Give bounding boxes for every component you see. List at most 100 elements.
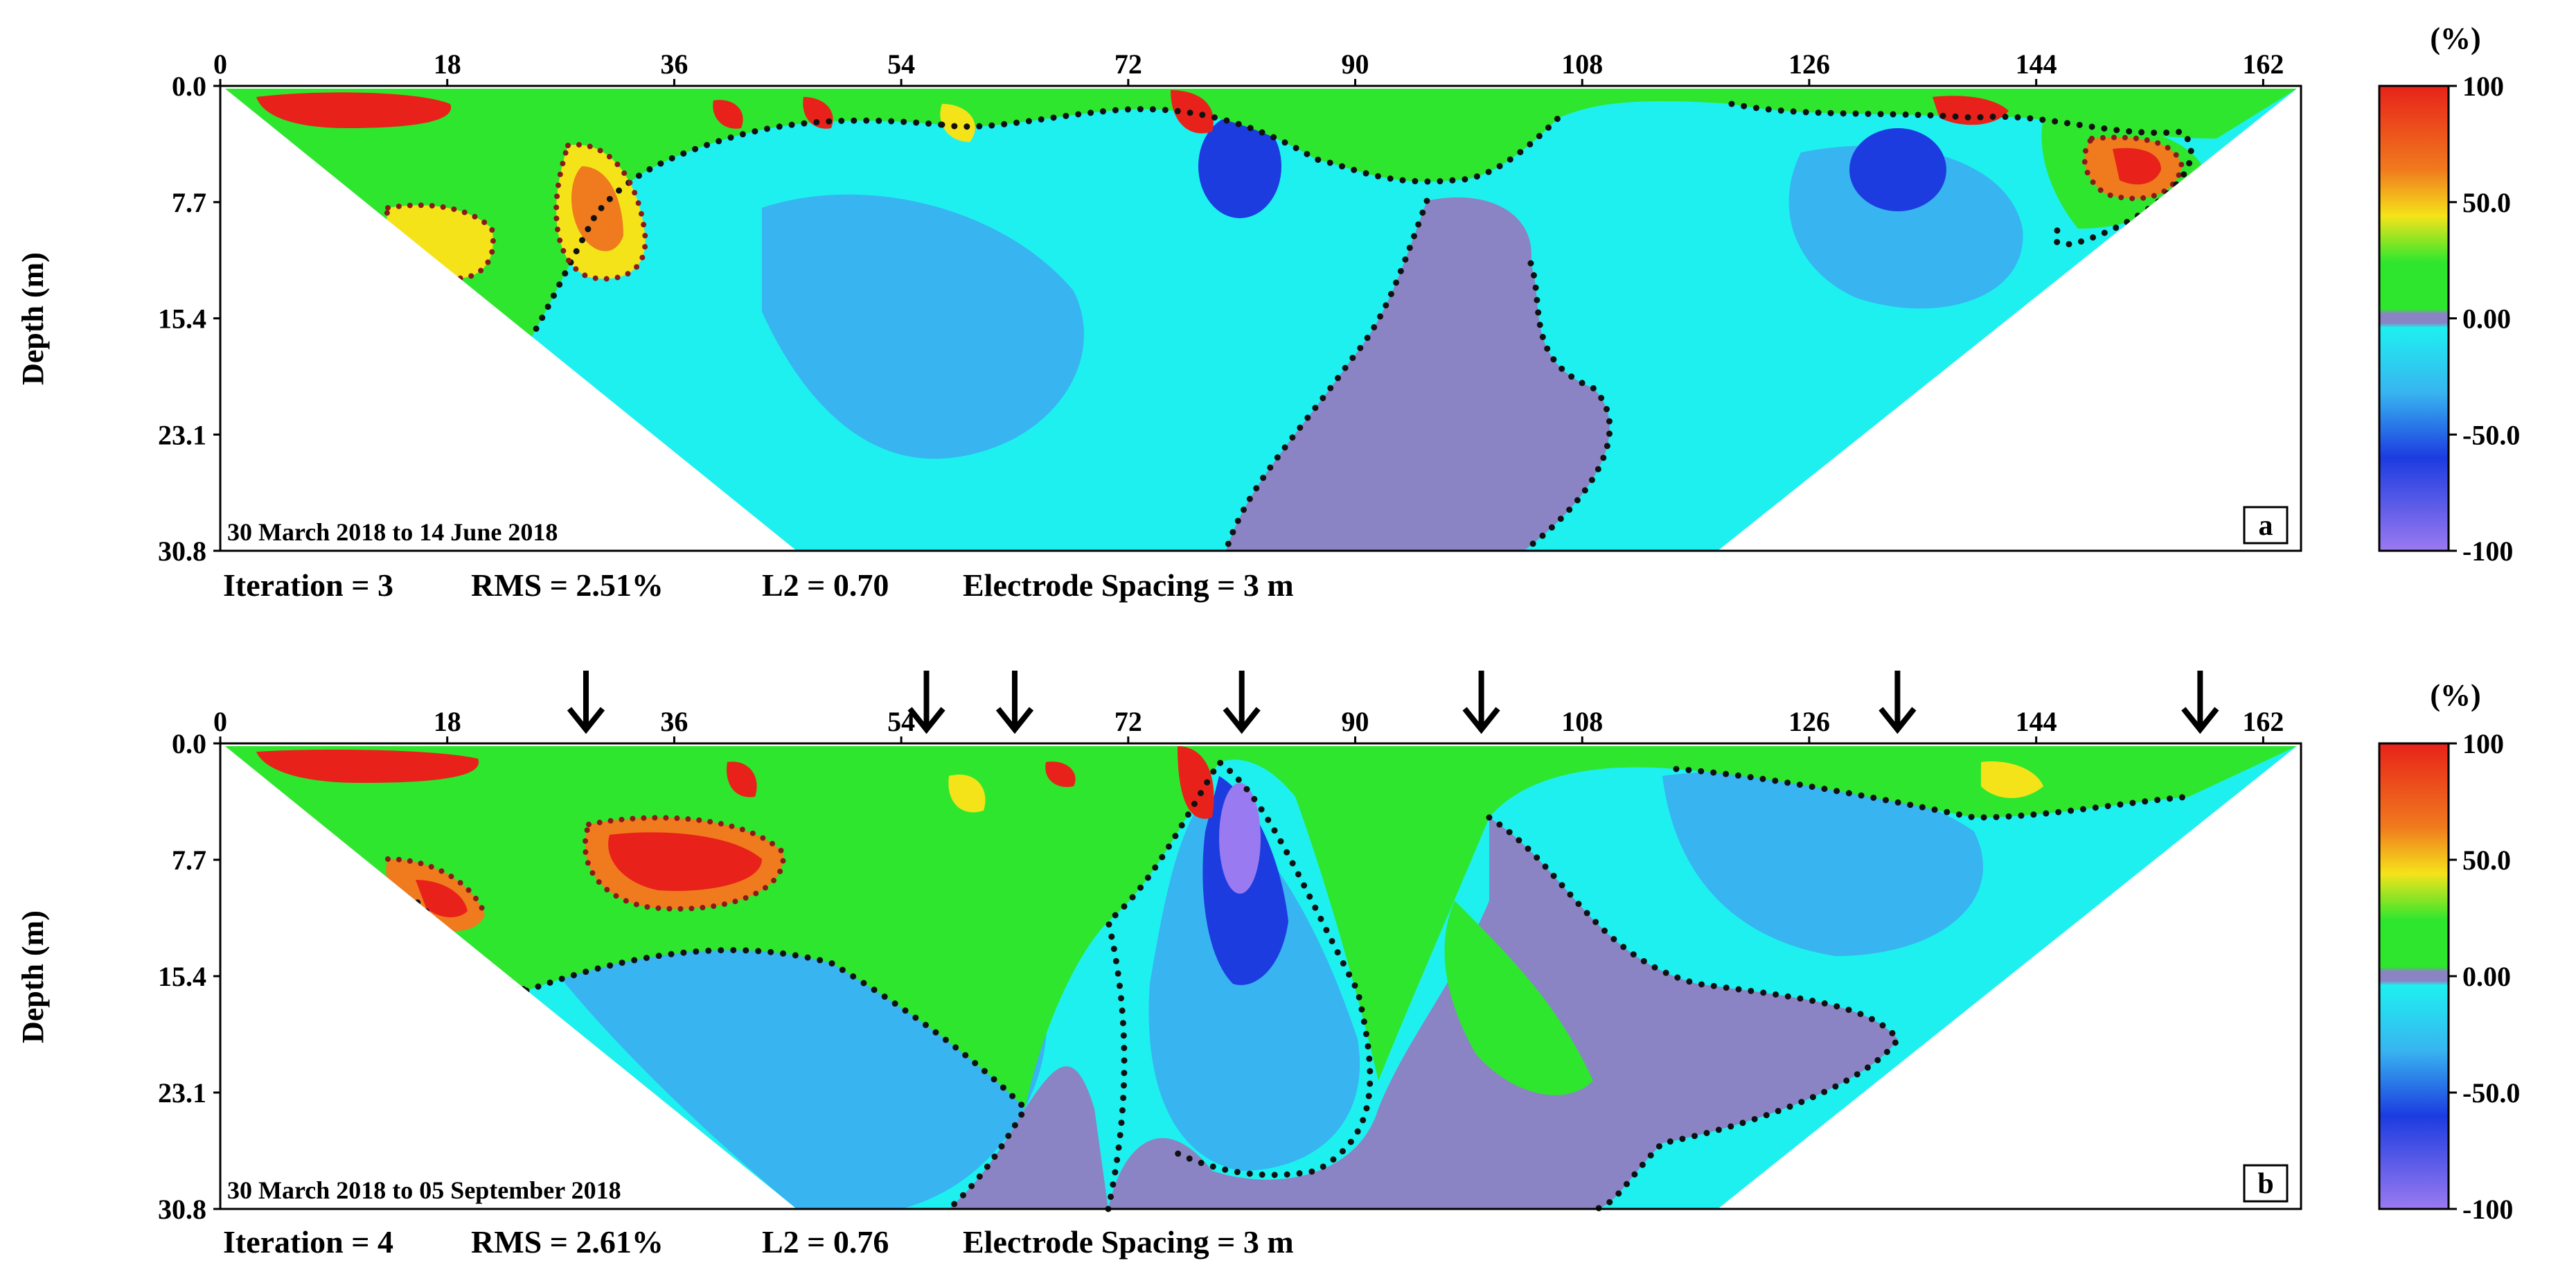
panel-b: 0 18 36 54 72 90 108 126 144 162 0.07.715.423.130… [16, 671, 2520, 1260]
y-tick-label: 7.7 [172, 187, 206, 218]
iteration-label: Iteration = 3 [223, 567, 393, 603]
mask-right [1718, 743, 2301, 1209]
contour-line [523, 946, 1029, 1212]
colorbar-tick-label: 0.00 [2462, 303, 2511, 335]
x-tick-label: 18 [434, 48, 461, 80]
electrode-arrows [567, 671, 2219, 734]
iteration-label: Iteration = 4 [223, 1224, 393, 1260]
mask-right [1718, 86, 2301, 551]
y-axis-title: Depth (m) [16, 910, 50, 1043]
contour-line [582, 815, 786, 912]
colorbar-b: (%) 100 50.0 0.00 -50.0 -100 [2378, 678, 2520, 1225]
anomaly-region [1219, 783, 1261, 894]
x-tick-label: 126 [1788, 706, 1830, 737]
down-arrow-icon [907, 671, 945, 734]
contour-line [1104, 757, 1374, 1212]
contour-line [2081, 134, 2185, 202]
mask-left [220, 743, 797, 1209]
contour-line [1520, 260, 1613, 554]
anomaly-region [256, 750, 479, 783]
anomaly-region [803, 97, 833, 129]
x-tick-label: 72 [1114, 706, 1142, 737]
colorbar-tick-label: -50.0 [2462, 419, 2520, 450]
contour-line [553, 141, 648, 282]
y-tick-label: 15.4 [158, 303, 206, 335]
x-tick-label: 0 [213, 706, 227, 737]
colorbar-tick-label: 0.00 [2462, 961, 2511, 992]
stats-line: Iteration = 4 RMS = 2.61% L2 = 0.76 Elec… [223, 1224, 1294, 1260]
colorbar-tick-label: -100 [2462, 1194, 2513, 1225]
contour-line [1486, 814, 1902, 1212]
l2-label: L2 = 0.76 [762, 1224, 889, 1260]
colorbar-tick-label: 50.0 [2462, 187, 2511, 218]
anomaly-region [1148, 797, 1360, 1171]
anomaly-region [1444, 901, 1593, 1095]
colorbar-ramp [2378, 742, 2450, 1210]
y-axis-ticks: 0.0 7.7 15.4 23.1 30.8 [158, 728, 220, 1225]
x-tick-label: 144 [2016, 48, 2057, 80]
panel-letter-box [2243, 506, 2289, 545]
anomaly-region [948, 775, 986, 813]
colorbar-tick-label: 100 [2462, 71, 2504, 102]
x-tick-label: 36 [660, 706, 688, 737]
y-tick-label: 30.8 [158, 536, 206, 567]
x-tick-label: 90 [1342, 48, 1369, 80]
colorbar-tick-label: 50.0 [2462, 845, 2511, 876]
x-tick-label: 108 [1561, 48, 1603, 80]
y-tick-label: 30.8 [158, 1194, 206, 1225]
colorbar-unit: (%) [2430, 21, 2480, 55]
down-arrow-icon [1878, 671, 1917, 734]
anomaly-region [1226, 197, 1610, 551]
section-clip-b [225, 746, 2297, 1212]
section-base [225, 89, 2297, 551]
panel-letter-box [2243, 1164, 2289, 1203]
anomaly-region [940, 104, 975, 142]
electrode-spacing-label: Electrode Spacing = 3 m [963, 567, 1294, 603]
anomaly-region [1045, 761, 1076, 787]
anomaly-region [762, 194, 1084, 459]
colorbar-tick-label: -100 [2462, 536, 2513, 567]
panel-a: 0 18 36 54 72 90 108 126 144 162 0.0 7.7 15.4 23.1 30… [16, 21, 2520, 603]
down-arrow-icon [995, 671, 1034, 734]
colorbar-ticks: 100 50.0 0.00 -50.0 -100 [2449, 728, 2520, 1225]
x-tick-label: 108 [1561, 706, 1603, 737]
panel-letter: b [2257, 1168, 2273, 1200]
down-arrow-icon [1462, 671, 1500, 734]
mask-left [220, 86, 797, 551]
anomaly-region [1198, 114, 1281, 218]
x-tick-label: 162 [2242, 48, 2284, 80]
colorbar-tick-label: -50.0 [2462, 1077, 2520, 1108]
l2-label: L2 = 0.70 [762, 567, 889, 603]
x-axis-ticks: 0 18 36 54 72 90 108 126 144 162 [213, 706, 2284, 743]
y-tick-label: 0.0 [172, 71, 206, 102]
y-tick-label: 23.1 [158, 419, 206, 450]
electrode-spacing-label: Electrode Spacing = 3 m [963, 1224, 1294, 1260]
y-axis-ticks: 0.0 7.7 15.4 23.1 30.8 [158, 71, 220, 567]
anomaly-region [713, 100, 743, 129]
anomaly-region [1788, 145, 2023, 309]
colorbar-ramp [2378, 85, 2450, 552]
x-tick-label: 144 [2016, 706, 2057, 737]
down-arrow-icon [1223, 671, 1261, 734]
x-tick-label: 18 [434, 706, 461, 737]
down-arrow-icon [2181, 671, 2219, 734]
y-tick-label: 15.4 [158, 961, 206, 992]
anomaly-region [1662, 771, 1984, 956]
panel-letter: a [2259, 510, 2273, 542]
anomaly-region [1933, 96, 2009, 125]
x-tick-label: 72 [1114, 48, 1142, 80]
y-axis-title: Depth (m) [16, 252, 50, 385]
contour-line [1728, 100, 2194, 248]
down-arrow-icon [567, 671, 605, 734]
section-clip-a [225, 89, 2297, 554]
y-tick-label: 23.1 [158, 1077, 206, 1108]
colorbar-a: (%) 100 50.0 0.00 -50.0 -100 [2378, 21, 2520, 567]
anomaly-region [571, 166, 623, 251]
rms-label: RMS = 2.61% [471, 1224, 664, 1260]
date-range-label: 30 March 2018 to 14 June 2018 [227, 518, 558, 546]
anomaly-region [608, 832, 762, 891]
x-axis-ticks: 0 18 36 54 72 90 108 126 144 162 [213, 48, 2284, 86]
anomaly-region [256, 92, 452, 128]
x-tick-label: 54 [887, 48, 915, 80]
